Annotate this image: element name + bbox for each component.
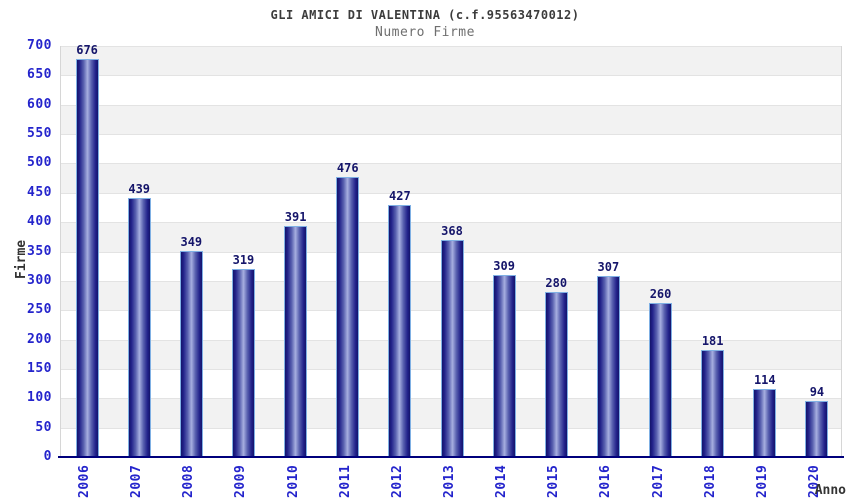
grid-band bbox=[61, 75, 841, 105]
x-axis-tick-label: 2015 bbox=[546, 464, 562, 498]
y-axis-tick-label: 700 bbox=[27, 38, 52, 53]
bar-value-label: 309 bbox=[493, 259, 515, 273]
y-axis-tick-label: 450 bbox=[27, 184, 52, 200]
plot-area: 676 439 349 319 391 476 427 368 309 280 307 260 181 1… bbox=[60, 43, 842, 457]
grid-band bbox=[61, 134, 841, 164]
bar-2014 bbox=[492, 275, 516, 457]
y-axis-tick-label: 200 bbox=[27, 331, 52, 347]
grid-band bbox=[61, 163, 841, 193]
x-axis-tick-label: 2008 bbox=[181, 464, 197, 498]
bar-value-label: 368 bbox=[441, 224, 463, 238]
y-axis-tick-label: 550 bbox=[27, 126, 52, 142]
grid-band bbox=[61, 104, 841, 135]
bar-value-label: 280 bbox=[545, 276, 568, 290]
x-axis-tick-label: 2011 bbox=[337, 464, 353, 498]
bar-value-label: 319 bbox=[232, 253, 255, 267]
chart-subtitle: Numero Firme bbox=[375, 25, 475, 40]
bar-2007 bbox=[127, 198, 151, 457]
x-axis-tick-label: 2010 bbox=[285, 464, 301, 498]
y-axis-tick-label: 150 bbox=[27, 360, 52, 376]
bar-2018 bbox=[701, 350, 725, 457]
x-axis-tick-label: 2007 bbox=[129, 464, 145, 498]
y-axis-tick-label: 300 bbox=[27, 272, 52, 288]
x-axis-tick-label: 2016 bbox=[598, 464, 614, 498]
bar-2019 bbox=[753, 389, 777, 457]
bar-value-label: 181 bbox=[701, 334, 724, 348]
bar-value-label: 260 bbox=[649, 287, 672, 301]
y-axis-title: Firme bbox=[14, 239, 29, 279]
x-axis-tick-label: 2019 bbox=[754, 464, 770, 498]
x-axis-tick-label: 2012 bbox=[389, 464, 405, 498]
bar-2006 bbox=[75, 59, 99, 457]
bar-value-label: 676 bbox=[76, 43, 98, 57]
grid-band bbox=[61, 46, 841, 76]
bar-2016 bbox=[596, 276, 620, 457]
y-axis-tick-label: 650 bbox=[27, 67, 52, 83]
x-axis-title: Anno bbox=[814, 483, 846, 498]
bar-value-label: 427 bbox=[389, 189, 411, 203]
x-axis-tick-label: 2006 bbox=[77, 464, 93, 498]
x-axis-tick-label: 2017 bbox=[650, 464, 666, 498]
grid-band bbox=[61, 192, 841, 223]
y-axis-tick-label: 250 bbox=[27, 302, 52, 318]
bar-2011 bbox=[336, 177, 360, 457]
bar-value-label: 476 bbox=[336, 161, 359, 175]
x-axis-tick-label: 2009 bbox=[233, 464, 249, 498]
bar-value-label: 439 bbox=[128, 182, 151, 196]
y-axis-tick-label: 600 bbox=[27, 96, 52, 112]
y-axis-tick-label: 400 bbox=[27, 214, 52, 230]
bar-2015 bbox=[544, 292, 568, 457]
bar-value-label: 307 bbox=[597, 260, 620, 274]
bar-value-label: 349 bbox=[180, 235, 203, 249]
bar-2012 bbox=[388, 205, 412, 457]
bar-value-label: 94 bbox=[809, 385, 825, 399]
bar-2009 bbox=[231, 269, 255, 457]
y-axis-tick-label: 100 bbox=[27, 390, 52, 406]
y-axis-tick-label: 50 bbox=[35, 419, 52, 435]
x-axis-tick-label: 2013 bbox=[442, 464, 457, 498]
y-axis-tick-label: 500 bbox=[27, 155, 52, 171]
bar-2017 bbox=[649, 303, 673, 457]
x-axis-tick-label: 2018 bbox=[702, 464, 718, 498]
y-axis-tick-label: 350 bbox=[27, 243, 52, 259]
bar-value-label: 391 bbox=[284, 210, 307, 224]
chart-title: GLI AMICI DI VALENTINA (c.f.95563470012) bbox=[270, 8, 580, 22]
bar-2010 bbox=[284, 226, 308, 457]
y-axis-tick-label: 0 bbox=[43, 449, 52, 464]
bar-2008 bbox=[179, 251, 203, 457]
x-axis-line bbox=[58, 456, 844, 458]
bar-value-label: 114 bbox=[753, 373, 776, 387]
bar-2020 bbox=[805, 401, 829, 457]
bar-2013 bbox=[440, 240, 464, 457]
x-axis-tick-label: 2014 bbox=[494, 464, 510, 498]
